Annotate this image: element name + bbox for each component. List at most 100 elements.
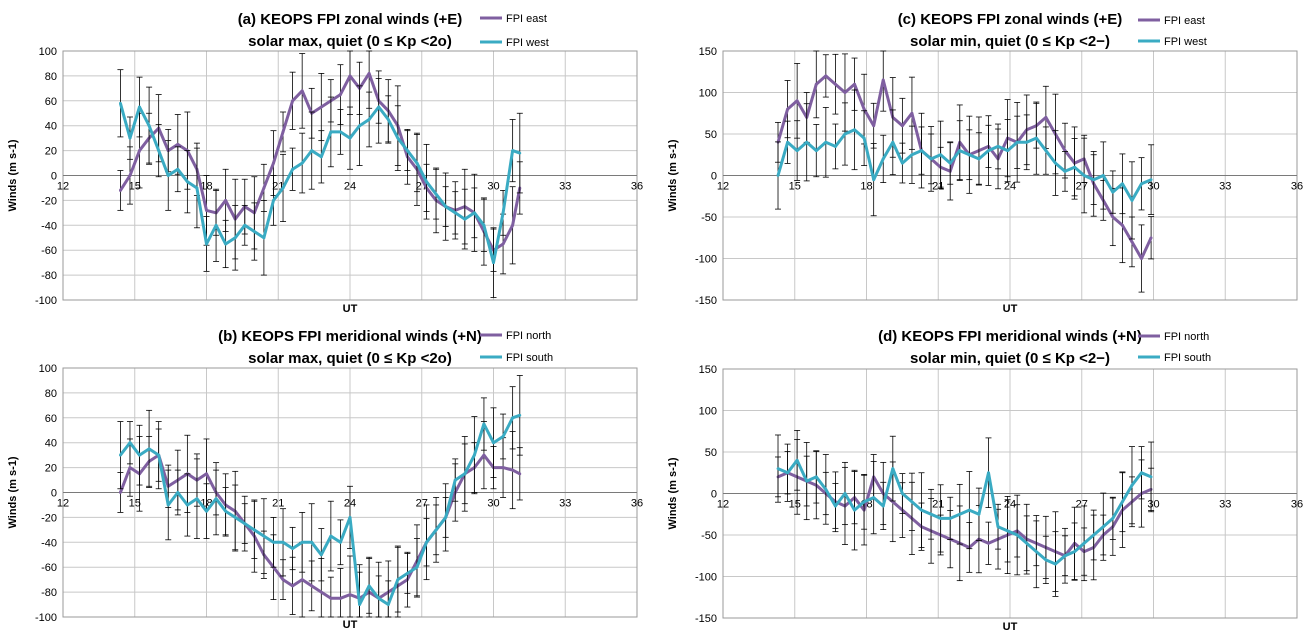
data-point [1044, 558, 1048, 562]
data-point [348, 593, 352, 596]
chart-title: (a) KEOPS FPI zonal winds (+E) [238, 11, 463, 28]
data-point [291, 167, 294, 171]
data-point [805, 140, 809, 144]
data-point [281, 578, 285, 582]
data-point [224, 199, 228, 202]
x-tick-label: 30 [487, 181, 499, 193]
y-tick-label: 100 [699, 88, 717, 100]
data-point [358, 603, 361, 606]
series-1 [775, 430, 1155, 597]
data-point [339, 93, 342, 96]
data-point [310, 584, 314, 588]
data-point [176, 142, 180, 146]
x-tick-label: 30 [1147, 499, 1159, 511]
data-point [900, 124, 904, 128]
data-point [339, 540, 342, 544]
legend-label: FPI south [1164, 352, 1211, 364]
y-tick-label: 60 [45, 413, 57, 425]
data-point [377, 105, 381, 109]
x-tick-label: 27 [1076, 499, 1088, 511]
data-point [843, 132, 847, 136]
data-point [444, 516, 448, 519]
y-tick-label: 0 [711, 489, 717, 501]
x-tick-label: 21 [932, 499, 944, 511]
data-point [291, 547, 294, 550]
data-point [1130, 240, 1134, 244]
data-point [920, 149, 923, 153]
data-point [996, 145, 1000, 148]
data-point [805, 479, 809, 483]
y-tick-label: -60 [41, 562, 57, 574]
chart-title: (d) KEOPS FPI meridional winds (+N) [878, 328, 1142, 345]
series-line [777, 471, 1152, 558]
data-point [224, 242, 228, 246]
data-point [881, 78, 885, 82]
data-point [843, 91, 847, 94]
data-point [1025, 541, 1029, 545]
x-axis-label: UT [343, 303, 358, 315]
data-point [262, 186, 266, 190]
data-point [243, 522, 247, 526]
y-tick-label: -100 [695, 572, 717, 584]
y-tick-label: 100 [39, 363, 57, 375]
data-point [853, 82, 856, 86]
data-point [786, 107, 789, 111]
data-point [1149, 236, 1153, 240]
data-point [1034, 136, 1038, 140]
data-point [891, 140, 895, 144]
data-point [291, 584, 294, 588]
data-point [119, 101, 122, 105]
x-tick-label: 24 [1004, 499, 1016, 511]
y-tick-label: -20 [41, 195, 57, 207]
y-tick-label: 60 [45, 96, 57, 108]
data-point [463, 472, 467, 476]
data-point [233, 236, 237, 240]
data-point [958, 149, 962, 153]
x-tick-label: 15 [789, 181, 801, 193]
data-point [367, 72, 371, 75]
data-point [434, 528, 438, 532]
data-point [1121, 182, 1124, 186]
data-point [233, 516, 237, 519]
data-point [862, 136, 866, 140]
data-point [453, 478, 457, 482]
data-point [786, 471, 789, 475]
data-point [300, 161, 304, 165]
data-point [386, 118, 390, 121]
data-point [262, 236, 266, 240]
data-point [987, 541, 990, 545]
y-tick-label: -50 [701, 530, 717, 542]
data-point [272, 540, 275, 544]
data-point [453, 211, 457, 215]
y-tick-label: 80 [45, 71, 57, 83]
data-point [147, 124, 151, 128]
data-point [824, 487, 828, 491]
y-tick-label: 150 [699, 364, 717, 376]
data-point [1121, 500, 1124, 504]
y-tick-label: -60 [41, 245, 57, 257]
data-point [166, 174, 170, 177]
data-point [205, 509, 208, 513]
data-point [1140, 257, 1143, 260]
data-point [501, 466, 505, 469]
y-tick-label: 80 [45, 388, 57, 400]
data-point [1073, 550, 1076, 553]
data-point [1130, 199, 1134, 202]
y-tick-label: -150 [695, 613, 717, 625]
y-tick-label: -150 [695, 295, 717, 307]
data-point [147, 447, 151, 451]
legend-label: FPI east [506, 13, 547, 25]
data-point [1111, 190, 1115, 194]
chart-panel-3: (d) KEOPS FPI meridional winds (+N) solar… [667, 328, 1303, 633]
data-point [1149, 178, 1153, 182]
y-axis-label: Winds (m s-1) [7, 456, 19, 528]
y-axis-label: Winds (m s-1) [667, 139, 679, 211]
y-tick-label: 100 [699, 406, 717, 418]
data-point [300, 540, 304, 544]
y-tick-label: 20 [45, 146, 57, 158]
data-point [348, 516, 352, 519]
data-point [872, 124, 876, 128]
data-point [128, 466, 132, 469]
data-point [834, 145, 837, 148]
